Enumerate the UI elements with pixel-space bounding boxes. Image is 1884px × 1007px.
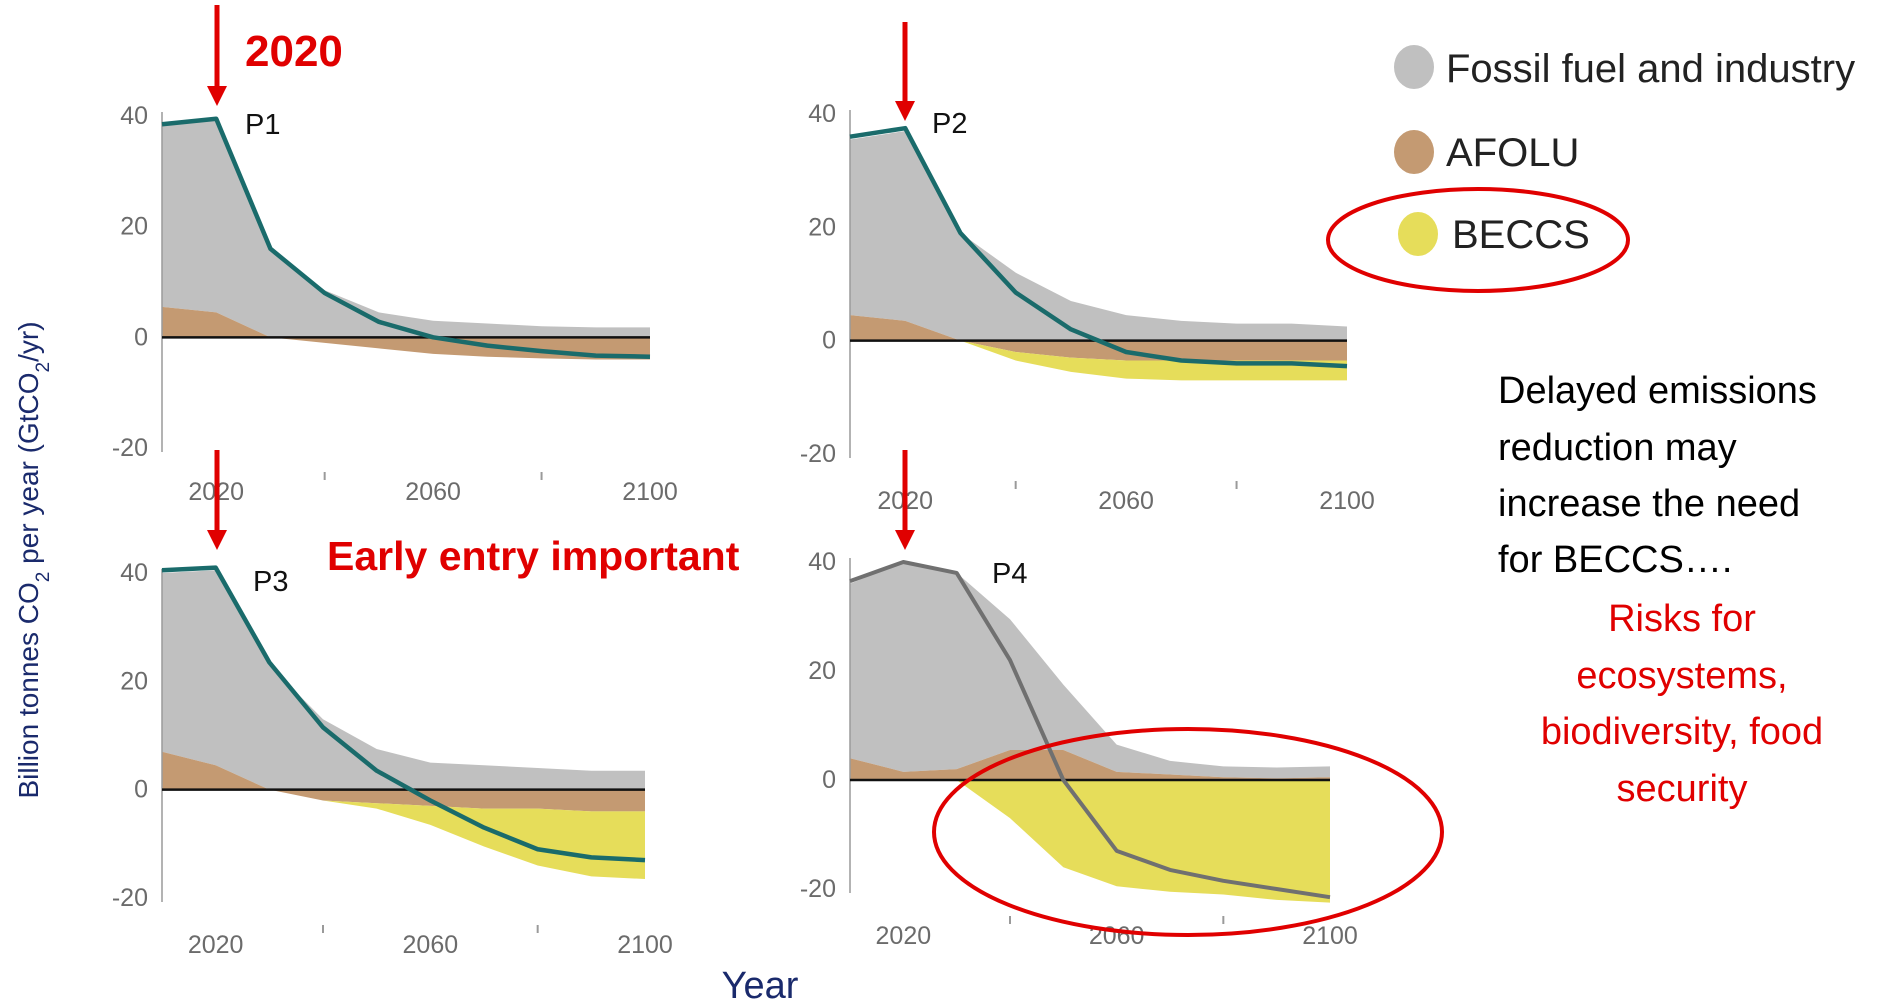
delayed-note-line-3: increase the need xyxy=(1498,483,1800,525)
y-tick-label-p1-0: 0 xyxy=(134,323,148,351)
delayed-note-line-2: reduction may xyxy=(1498,427,1737,469)
fossil-area-p2 xyxy=(850,131,1347,341)
y-tick-label-p1-20: 20 xyxy=(120,213,148,241)
y-tick-label-p1-40: 40 xyxy=(120,102,148,130)
afolu-positive-area-p4 xyxy=(850,750,1330,780)
legend-swatch-fossil xyxy=(1394,45,1434,89)
y-tick-label-p2--20: -20 xyxy=(800,440,836,468)
fossil-area-p1 xyxy=(162,118,650,338)
afolu-negative-area-p1 xyxy=(162,337,650,360)
y-tick-label-p3-40: 40 xyxy=(120,559,148,587)
beccs-area-p2 xyxy=(850,340,1347,381)
risks-note-line-4: security xyxy=(1617,768,1748,810)
x-tick-label-p4-2100: 2100 xyxy=(1302,922,1358,950)
y-tick-label-p4--20: -20 xyxy=(800,875,836,903)
fossil-area-p3 xyxy=(162,570,645,790)
x-tick-label-p3-2020: 2020 xyxy=(188,931,244,959)
legend-label-afolu: AFOLU xyxy=(1446,131,1579,175)
y-tick-label-p2-0: 0 xyxy=(822,327,836,355)
afolu-positive-area-p2 xyxy=(850,315,1347,341)
year-2020-annotation: 2020 xyxy=(245,27,343,76)
y-axis-label-sub-2: 2 xyxy=(33,362,54,373)
y-tick-label-p3-20: 20 xyxy=(120,667,148,695)
panel-title-p4: P4 xyxy=(992,558,1027,590)
early-entry-annotation: Early entry important xyxy=(327,533,740,579)
panel-p3: 40 20 0 -20 2020 2060 2100 P3 xyxy=(112,559,673,959)
delayed-note-line-4: for BECCS…. xyxy=(1498,539,1732,581)
legend-label-beccs: BECCS xyxy=(1452,213,1590,257)
panel-title-p2: P2 xyxy=(932,108,967,140)
y-tick-label-p4-0: 0 xyxy=(822,766,836,794)
legend-label-fossil: Fossil fuel and industry xyxy=(1446,47,1855,91)
y-tick-label-p3-0: 0 xyxy=(134,776,148,804)
afolu-positive-area-p1 xyxy=(162,306,650,338)
x-axis-label: Year xyxy=(722,965,799,1007)
x-tick-label-p3-2100: 2100 xyxy=(617,931,673,959)
risks-note-line-1: Risks for xyxy=(1608,598,1756,640)
y-axis-label-sub-1: 2 xyxy=(33,572,54,583)
risks-note-line-3: biodiversity, food xyxy=(1541,711,1823,753)
delayed-note-line-1: Delayed emissions xyxy=(1498,370,1817,412)
arrow-head-p3 xyxy=(207,530,227,550)
x-tick-label-p1-2060: 2060 xyxy=(405,478,461,506)
risks-note: Risks for ecosystems, biodiversity, food… xyxy=(1541,598,1823,810)
y-axis-label-part-3: /yr) xyxy=(13,321,44,361)
arrow-head-p4 xyxy=(895,530,915,550)
net-emissions-line-p2 xyxy=(849,125,1348,369)
beccs-highlight-ellipse xyxy=(1326,187,1630,293)
afolu-negative-area-p2 xyxy=(850,340,1347,361)
x-tick-label-p3-2060: 2060 xyxy=(403,931,459,959)
afolu-negative-area-p3 xyxy=(162,789,645,812)
y-tick-label-p2-40: 40 xyxy=(808,100,836,128)
fossil-area-p4 xyxy=(850,562,1330,779)
y-axis-label-part-2: per year (GtCO xyxy=(13,372,44,571)
panel-title-p3: P3 xyxy=(253,566,288,598)
y-tick-label-p4-20: 20 xyxy=(808,657,836,685)
net-emissions-line-p4 xyxy=(849,560,1331,900)
net-emissions-line-p3 xyxy=(161,565,646,863)
y-axis-label: Billion tonnes CO2 per year (GtCO2/yr) xyxy=(13,321,54,798)
y-tick-label-p2-20: 20 xyxy=(808,213,836,241)
arrow-head-p2 xyxy=(895,101,915,121)
risks-note-line-2: ecosystems, xyxy=(1576,655,1787,697)
y-tick-label-p3--20: -20 xyxy=(112,884,148,912)
x-tick-label-p2-2060: 2060 xyxy=(1098,487,1154,515)
x-tick-label-p1-2100: 2100 xyxy=(622,478,678,506)
y-tick-label-p4-40: 40 xyxy=(808,548,836,576)
delayed-note: Delayed emissions reduction may increase… xyxy=(1498,370,1817,581)
legend: Fossil fuel and industry AFOLU BECCS xyxy=(1394,45,1855,257)
beccs-area-p4 xyxy=(850,780,1330,903)
x-tick-label-p2-2100: 2100 xyxy=(1319,487,1375,515)
beccs-area-p3 xyxy=(162,789,645,880)
panel-title-p1: P1 xyxy=(245,109,280,141)
afolu-positive-area-p3 xyxy=(162,751,645,790)
legend-swatch-beccs xyxy=(1398,212,1438,256)
arrows-2020 xyxy=(207,5,915,550)
arrow-head-p1 xyxy=(207,86,227,106)
legend-swatch-afolu xyxy=(1394,130,1434,174)
x-tick-label-p4-2020: 2020 xyxy=(876,922,932,950)
y-axis-label-part-1: Billion tonnes CO xyxy=(13,582,44,798)
net-emissions-line-p1 xyxy=(161,116,651,359)
p4-beccs-highlight-ellipse xyxy=(932,727,1444,937)
y-tick-label-p1--20: -20 xyxy=(112,434,148,462)
